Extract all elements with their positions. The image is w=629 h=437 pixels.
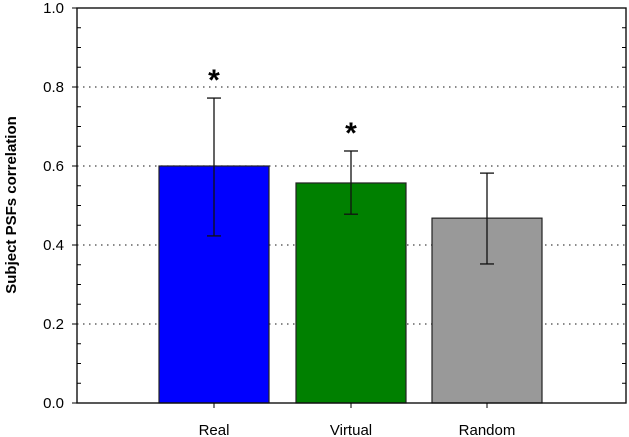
x-tick-label-random: Random (459, 422, 516, 437)
significance-asterisk: * (345, 117, 357, 150)
bar-virtual (295, 182, 407, 404)
y-axis-ticks: 0.0 0.2 0.4 0.6 0.8 1.0 (43, 0, 626, 412)
significance-asterisk: * (208, 64, 220, 97)
y-tick-label: 1.0 (43, 0, 64, 17)
x-tick-label-virtual: Virtual (330, 422, 372, 437)
y-tick-label: 0.2 (43, 316, 64, 333)
significance-markers: ** (208, 64, 357, 150)
y-tick-label: 0.4 (43, 237, 64, 254)
error-bars (207, 97, 494, 265)
x-tick-label-real: Real (199, 422, 230, 437)
y-tick-label: 0.8 (43, 79, 64, 96)
y-axis-title: Subject PSFs correlation (3, 116, 20, 294)
y-tick-label: 0.0 (43, 395, 64, 412)
x-axis-ticks: Real Virtual Random (199, 403, 516, 437)
y-tick-label: 0.6 (43, 158, 64, 175)
